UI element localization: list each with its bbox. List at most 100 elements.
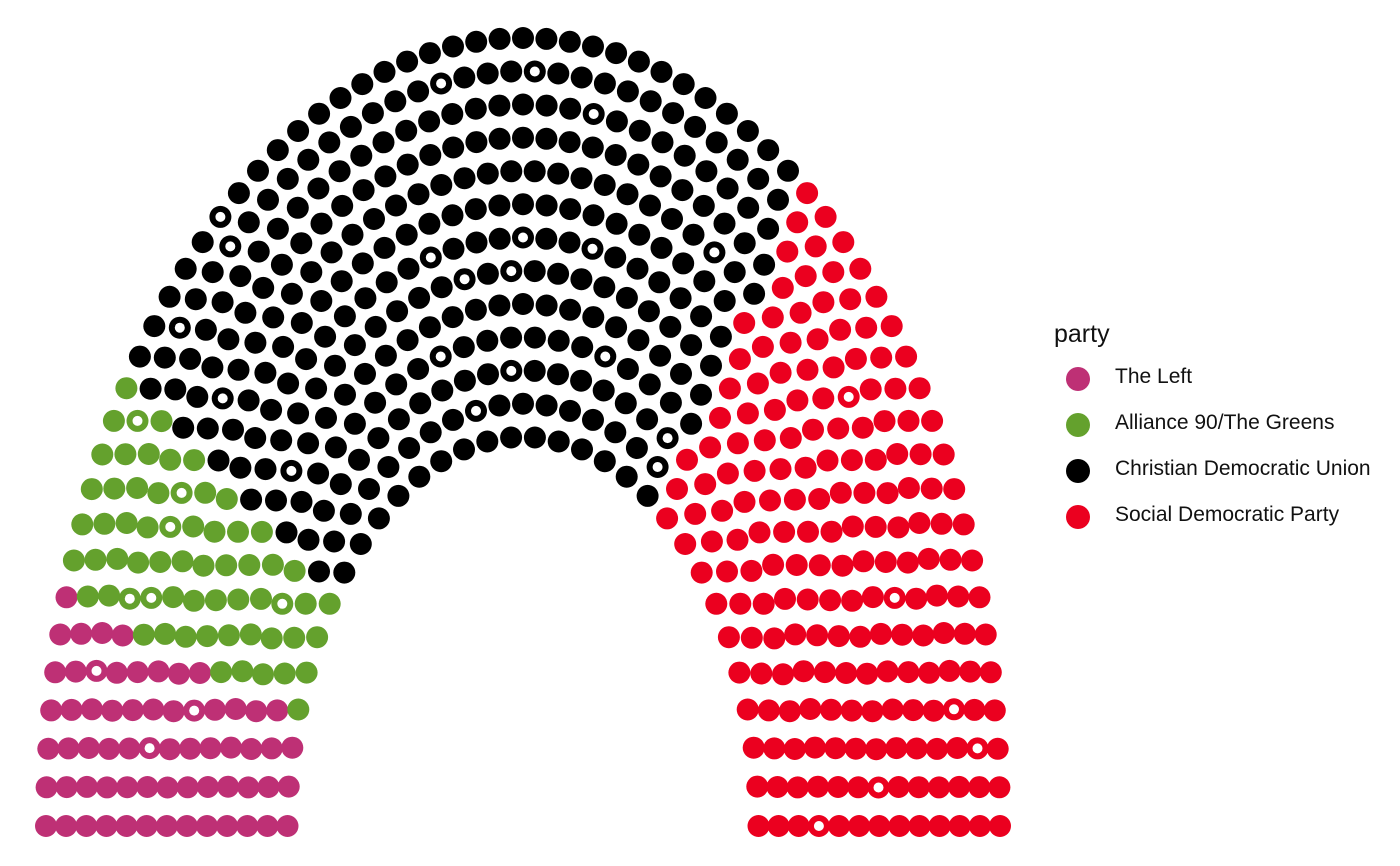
seat [841, 515, 864, 538]
seat [968, 815, 991, 837]
seat [535, 94, 558, 117]
seat [778, 700, 801, 723]
seat [772, 663, 794, 686]
seat-hollow-marker [124, 593, 135, 604]
seat [547, 363, 569, 386]
seat [465, 131, 488, 154]
legend-key-the-left [1066, 367, 1090, 391]
seat [142, 698, 165, 721]
seat [127, 551, 150, 574]
seat [363, 208, 385, 230]
seat [670, 362, 692, 385]
seat [306, 626, 329, 649]
seat [237, 211, 260, 234]
seat [605, 316, 628, 339]
seat-hollow-marker [873, 782, 884, 793]
seat [891, 623, 914, 646]
seat [188, 662, 211, 684]
seat [705, 131, 728, 154]
seat [637, 300, 660, 323]
seat [674, 533, 697, 555]
seat [804, 235, 827, 258]
seat [283, 626, 306, 649]
seat [77, 737, 100, 759]
seat [476, 430, 499, 453]
seat-hollow-marker [91, 665, 102, 676]
seat [659, 315, 682, 338]
seat [736, 120, 759, 142]
seat [783, 488, 806, 511]
seat-hollow-marker [518, 232, 528, 243]
seat [535, 127, 558, 150]
seat [204, 589, 227, 612]
seat [759, 489, 781, 512]
seat [260, 627, 283, 650]
seat [615, 465, 638, 488]
seat [227, 588, 250, 611]
seat [91, 443, 114, 466]
seat [318, 592, 341, 615]
seat [662, 102, 685, 125]
seat [769, 458, 792, 481]
seat [746, 372, 769, 395]
seat [395, 119, 418, 142]
seat [604, 421, 627, 444]
seat [559, 399, 581, 422]
legend-item-cdu: Christian Democratic Union [1054, 455, 1371, 501]
seat [171, 550, 194, 573]
seat [748, 521, 771, 544]
seat [476, 329, 499, 352]
seat [184, 288, 207, 311]
seat [75, 775, 98, 798]
seat [154, 622, 177, 645]
seat [885, 737, 908, 760]
seat [283, 559, 306, 582]
seat [661, 208, 683, 230]
seat [227, 182, 250, 205]
seat [718, 377, 741, 400]
seat [806, 624, 829, 647]
seat-hollow-marker [225, 241, 236, 252]
seat [308, 102, 331, 125]
seat [865, 738, 888, 761]
seat-hollow-marker [506, 266, 517, 277]
seat [616, 358, 639, 380]
seat [210, 661, 233, 684]
seat [408, 465, 431, 488]
seat [938, 659, 961, 682]
seat [128, 345, 151, 368]
seat [222, 418, 244, 441]
seat [203, 520, 226, 543]
seat [692, 194, 715, 217]
seat [733, 490, 756, 513]
seat [139, 377, 162, 400]
seat [237, 389, 260, 412]
seat [831, 554, 854, 577]
seat [407, 358, 430, 380]
seat [813, 661, 836, 684]
seat [636, 484, 659, 507]
seat [372, 131, 395, 154]
seat [81, 698, 103, 721]
seat [804, 736, 826, 759]
seat [570, 369, 593, 392]
seat [887, 516, 910, 539]
seat [669, 287, 692, 310]
seat [49, 623, 72, 646]
seat [896, 551, 919, 574]
seat [571, 336, 594, 359]
seat [159, 448, 182, 471]
seat [308, 560, 330, 583]
seat [512, 93, 534, 116]
seat-hollow-marker [217, 393, 228, 404]
seat [650, 236, 673, 259]
seat [93, 512, 116, 535]
seat [961, 549, 984, 572]
seat [270, 253, 293, 276]
legend-label-greens: Alliance 90/The Greens [1115, 411, 1335, 434]
seat [512, 392, 534, 415]
seat [582, 204, 605, 227]
seat [593, 72, 616, 95]
seat [861, 700, 884, 723]
seat [375, 271, 398, 294]
